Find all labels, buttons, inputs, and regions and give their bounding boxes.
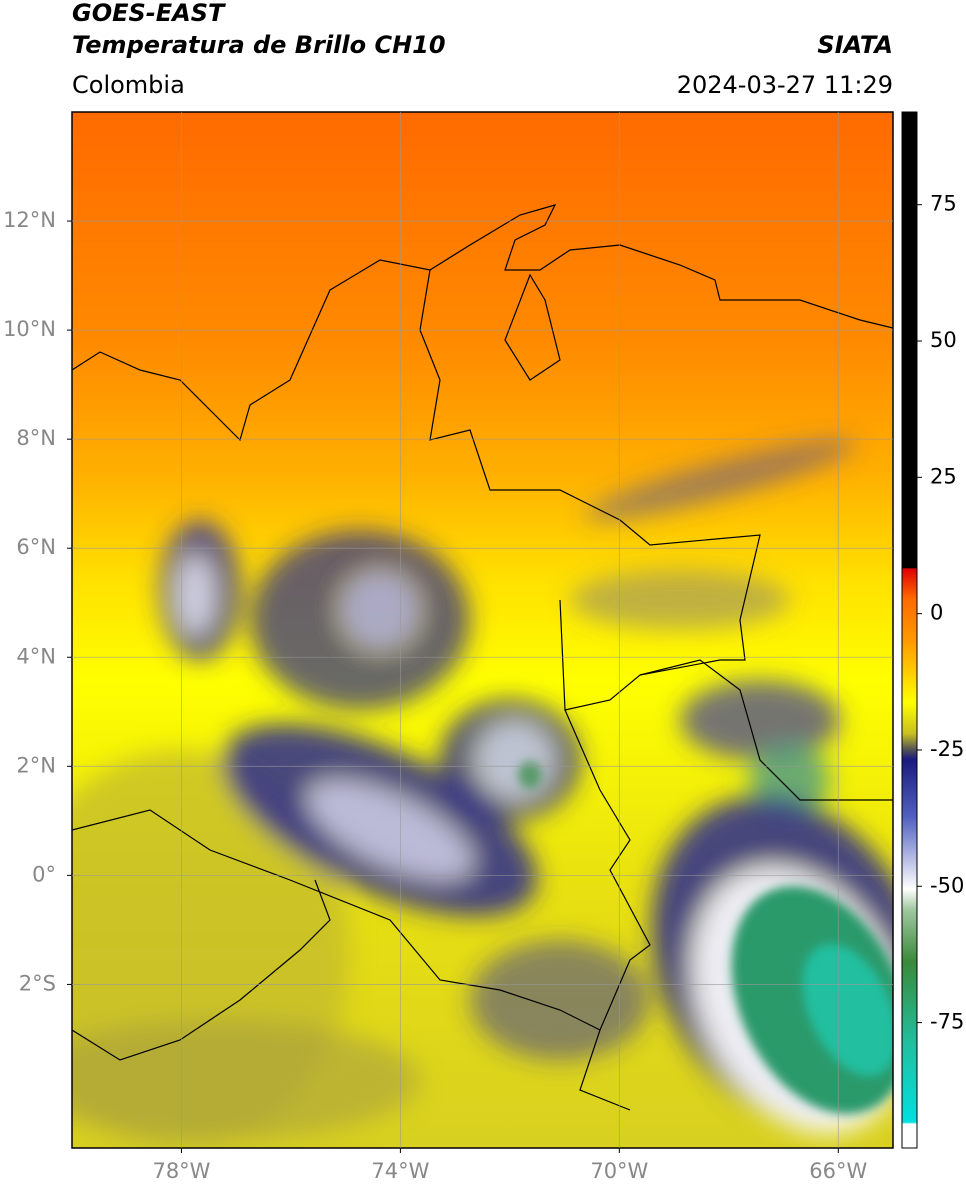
lat-label: 2°N (16, 753, 56, 777)
map-frame (71, 111, 894, 1149)
lat-label: 2°S (19, 971, 56, 995)
colorbar-label: -25 (930, 737, 964, 761)
lon-label: 74°W (371, 1159, 429, 1183)
borders (72, 204, 893, 1111)
colorbar-label: 75 (930, 192, 957, 216)
lon-label: 78°W (152, 1159, 210, 1183)
product: Temperatura de Brillo CH10 (72, 31, 446, 59)
colorbar-label: 25 (930, 464, 957, 488)
lat-label: 4°N (16, 644, 56, 668)
datetime: 2024-03-27 11:29 (677, 71, 893, 99)
colorbar-label: 50 (930, 328, 957, 352)
source: SIATA (817, 31, 893, 59)
colorbar (901, 111, 918, 1149)
region: Colombia (72, 71, 185, 99)
colorbar-label: -50 (930, 873, 964, 897)
colorbar-label: -75 (930, 1010, 964, 1034)
colorbar-label: 0 (930, 601, 943, 625)
lat-label: 0° (32, 862, 56, 886)
lat-label: 10°N (3, 317, 56, 341)
satellite: GOES-EAST (72, 0, 226, 27)
lat-label: 8°N (16, 426, 56, 450)
lat-label: 6°N (16, 535, 56, 559)
lon-label: 66°W (809, 1159, 867, 1183)
lat-label: 12°N (3, 208, 56, 232)
cold-core (518, 761, 893, 1114)
lon-label: 70°W (590, 1159, 648, 1183)
imagery (72, 112, 893, 1148)
